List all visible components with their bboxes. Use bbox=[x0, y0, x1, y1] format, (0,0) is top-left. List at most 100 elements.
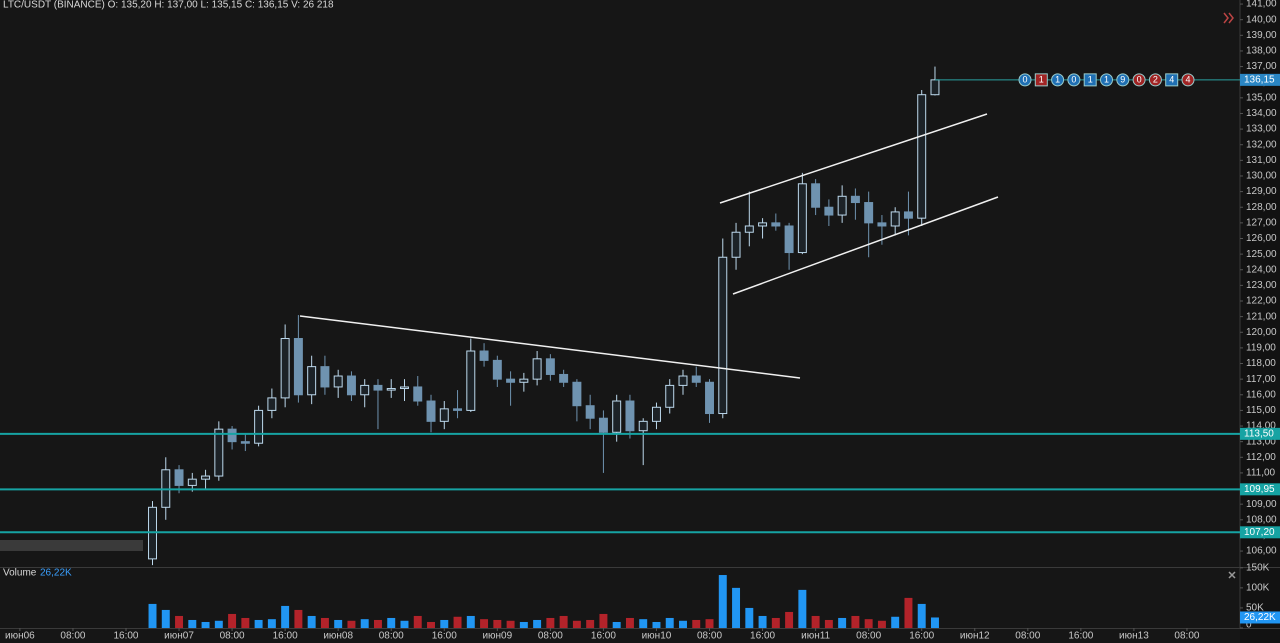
candle-body bbox=[678, 375, 688, 386]
candle-body bbox=[824, 206, 834, 216]
volume-bar bbox=[586, 619, 595, 628]
candle-body bbox=[307, 366, 317, 396]
counter-badge bbox=[1034, 73, 1048, 87]
volume-bar bbox=[917, 603, 926, 628]
candle-body bbox=[811, 183, 821, 208]
counter-label: 1 bbox=[1039, 75, 1044, 85]
counter-label: 4 bbox=[1169, 75, 1174, 85]
x-tick-label: июн10 bbox=[642, 631, 672, 642]
y-tick-label: 113,00 bbox=[1246, 436, 1276, 447]
y-tick-label: 106,00 bbox=[1246, 546, 1277, 557]
counter-badge bbox=[1116, 73, 1130, 87]
x-tick-label: 08:00 bbox=[1015, 631, 1040, 642]
counter-label: 1 bbox=[1055, 75, 1060, 85]
x-tick-label: 08:00 bbox=[697, 631, 722, 642]
x-tick-label: июн09 bbox=[482, 631, 512, 642]
volume-bar bbox=[758, 615, 767, 628]
candle-body bbox=[691, 375, 701, 383]
x-tick-label: 08:00 bbox=[538, 631, 563, 642]
close-icon[interactable] bbox=[1228, 571, 1236, 579]
counter-badge bbox=[1067, 73, 1081, 87]
level-label: 109,95 bbox=[1244, 484, 1275, 495]
candle-body bbox=[214, 428, 224, 477]
volume-bar bbox=[201, 621, 210, 628]
volume-bar bbox=[267, 619, 276, 628]
y-tick-label: 127,00 bbox=[1246, 218, 1277, 229]
candle-body bbox=[360, 384, 370, 396]
volume-legend-value: 26,22K bbox=[40, 568, 72, 579]
last-price-box bbox=[1240, 73, 1280, 86]
y-tick-label: 119,00 bbox=[1246, 343, 1276, 354]
counter-badge bbox=[1051, 73, 1065, 87]
candle-body bbox=[797, 183, 807, 254]
volume-bar bbox=[838, 617, 847, 628]
counter-badge bbox=[1100, 73, 1113, 87]
volume-bar bbox=[745, 607, 754, 628]
y-tick-label: 140,00 bbox=[1246, 14, 1277, 25]
volume-bar bbox=[519, 621, 528, 628]
counter-label: 1 bbox=[1088, 75, 1093, 85]
candle-body bbox=[877, 222, 887, 227]
volume-bar bbox=[625, 617, 634, 628]
candle-body bbox=[930, 79, 940, 96]
level-label: 107,20 bbox=[1244, 527, 1275, 538]
volume-bar bbox=[440, 619, 449, 628]
candle-body bbox=[638, 420, 648, 432]
x-tick-label: 16:00 bbox=[750, 631, 775, 642]
candle-body bbox=[771, 222, 781, 227]
candle-body bbox=[625, 400, 635, 432]
counter-label: 0 bbox=[1022, 75, 1027, 85]
candle-body bbox=[758, 222, 768, 227]
x-tick-label: 08:00 bbox=[856, 631, 881, 642]
y-tick-label: 135,00 bbox=[1246, 92, 1277, 103]
volume-bar bbox=[175, 615, 184, 628]
volume-bar bbox=[188, 619, 197, 628]
counter-badge bbox=[1148, 73, 1162, 87]
volume-y-tick-label: 50K bbox=[1246, 603, 1264, 614]
volume-bar bbox=[360, 619, 369, 628]
volume-bar bbox=[148, 603, 157, 628]
counter-label: 9 bbox=[1120, 75, 1125, 85]
y-tick-label: 120,00 bbox=[1246, 327, 1277, 338]
volume-bar bbox=[851, 615, 860, 628]
y-tick-label: 133,00 bbox=[1246, 124, 1277, 135]
volume-bar bbox=[400, 620, 409, 628]
candle-body bbox=[837, 195, 847, 216]
level-label-box bbox=[1240, 427, 1280, 440]
x-tick-label: июн07 bbox=[164, 631, 194, 642]
counter-label: 0 bbox=[1137, 75, 1142, 85]
volume-title: Volume bbox=[3, 568, 37, 579]
y-tick-label: 125,00 bbox=[1246, 249, 1277, 260]
volume-bar bbox=[679, 620, 687, 628]
candle-body bbox=[466, 350, 476, 411]
volume-bar bbox=[798, 589, 807, 628]
y-tick-label: 116,00 bbox=[1246, 389, 1276, 400]
volume-bar bbox=[228, 613, 237, 628]
collapse-icon[interactable] bbox=[1223, 12, 1234, 24]
volume-bar bbox=[572, 620, 581, 628]
y-tick-label: 129,00 bbox=[1246, 186, 1277, 197]
y-tick-label: 141,00 bbox=[1246, 0, 1277, 10]
volume-bar bbox=[652, 621, 661, 628]
candle-body bbox=[426, 400, 436, 422]
y-tick-label: 132,00 bbox=[1246, 139, 1277, 150]
volume-bar bbox=[665, 617, 674, 628]
volume-bar bbox=[254, 619, 263, 628]
candle-body bbox=[506, 378, 516, 383]
scrollbar[interactable] bbox=[0, 540, 143, 551]
candle-body bbox=[545, 358, 555, 375]
candle-body bbox=[890, 211, 900, 227]
volume-bar bbox=[877, 620, 886, 628]
candle-body bbox=[718, 256, 728, 415]
counter-badge bbox=[1132, 73, 1146, 87]
volume-bar bbox=[771, 617, 780, 628]
candle-body bbox=[784, 225, 794, 254]
candle-body bbox=[864, 202, 874, 224]
volume-bar bbox=[241, 617, 250, 628]
volume-bar bbox=[334, 619, 343, 628]
candle-body bbox=[320, 366, 330, 388]
candle-body bbox=[572, 381, 582, 407]
y-tick-label: 128,00 bbox=[1246, 202, 1277, 213]
x-tick-label: 08:00 bbox=[379, 631, 404, 642]
